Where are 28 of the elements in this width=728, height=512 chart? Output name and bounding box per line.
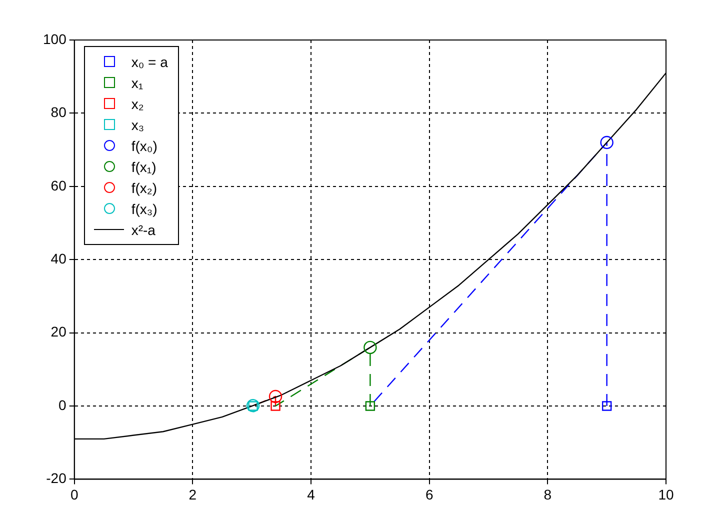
x-tick-label: 10 — [658, 486, 674, 502]
legend-label: x₃ — [131, 116, 144, 132]
x-tick-label: 2 — [188, 486, 197, 502]
legend-label: x₀ = a — [131, 54, 168, 70]
x-tick-label: 8 — [544, 486, 552, 502]
y-tick-label: 40 — [50, 250, 67, 266]
legend-label: f(x₃) — [131, 200, 158, 216]
legend-label: f(x₁) — [131, 158, 156, 174]
point — [600, 136, 614, 150]
x-tick-label: 6 — [425, 486, 434, 502]
x-tick-label: 0 — [70, 486, 78, 502]
legend-label: x²-a — [131, 222, 156, 238]
y-tick-label: 20 — [50, 324, 67, 340]
point — [602, 401, 612, 411]
point — [268, 390, 282, 404]
y-tick-label: 80 — [50, 104, 67, 120]
y-tick-label: 60 — [50, 177, 67, 194]
y-tick-label: -20 — [46, 470, 67, 486]
x-tick-label: 4 — [307, 486, 316, 502]
legend-label: f(x₂) — [131, 180, 157, 196]
y-tick-label: 0 — [58, 396, 67, 413]
point — [365, 401, 376, 411]
point — [270, 401, 280, 411]
legend-label: x₂ — [131, 96, 144, 112]
legend-label: f(x₀) — [131, 138, 158, 154]
point — [364, 340, 377, 354]
legend-label: x₁ — [131, 74, 144, 90]
y-tick-label: 100 — [43, 30, 67, 47]
